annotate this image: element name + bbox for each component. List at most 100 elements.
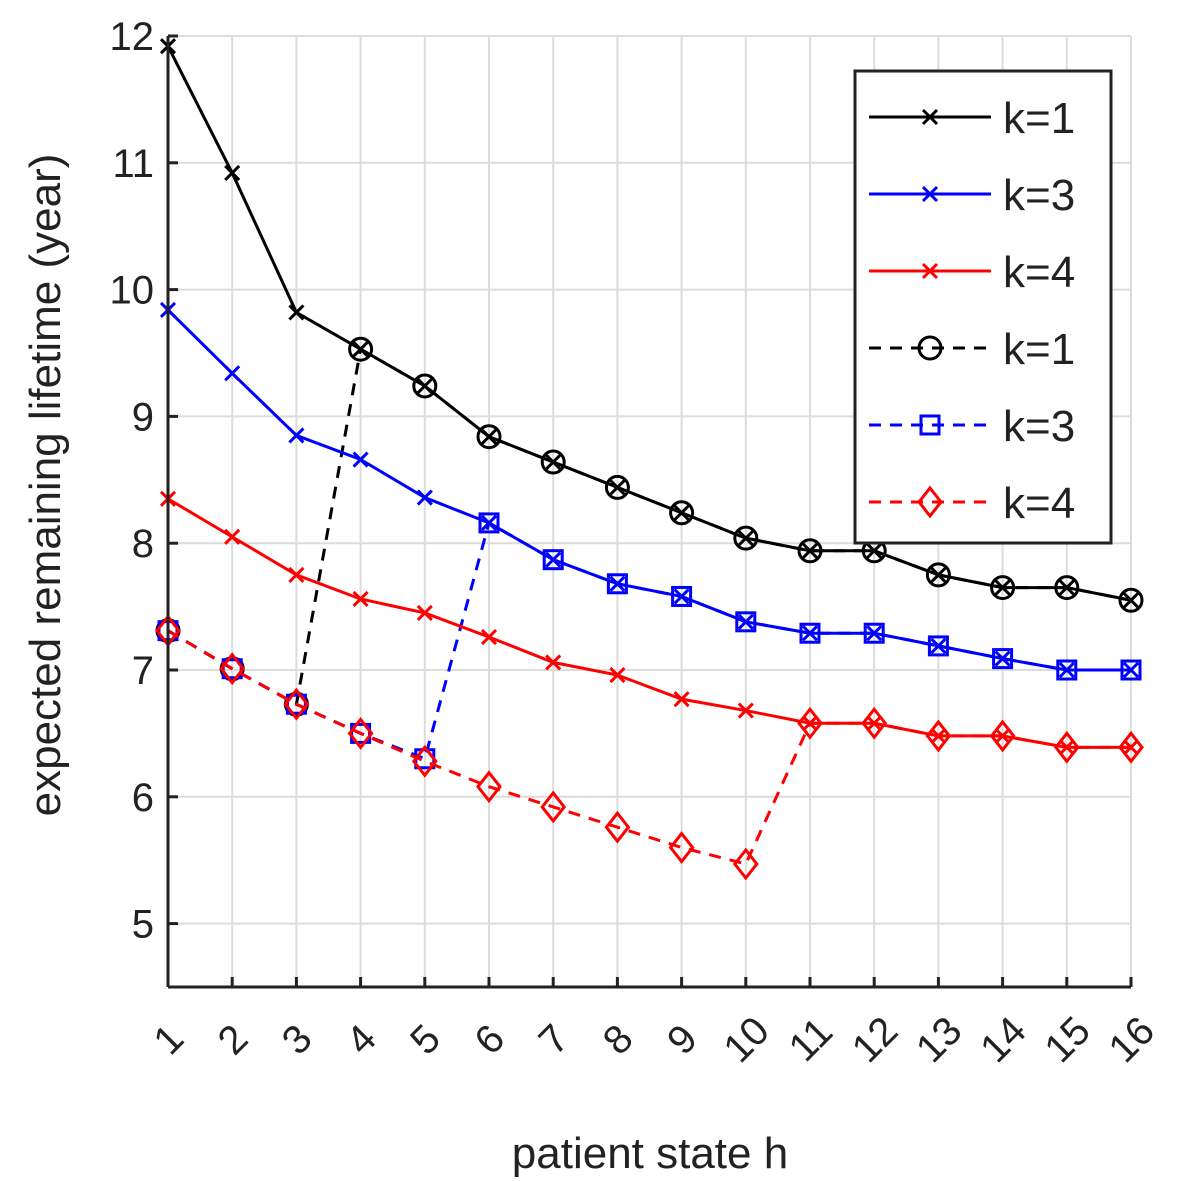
data-point	[1118, 587, 1144, 613]
x-tick-label: 13	[908, 1009, 971, 1072]
series-line	[166, 45, 1132, 602]
data-point	[1122, 592, 1140, 609]
data-point	[1058, 579, 1075, 596]
series-k4-solid	[159, 490, 1140, 756]
data-point	[219, 652, 246, 686]
data-point	[609, 479, 626, 496]
data-point	[348, 336, 374, 362]
data-point	[480, 428, 498, 445]
y-tick-label: 6	[132, 776, 154, 820]
legend-item: k=4	[869, 248, 1075, 297]
data-point	[224, 164, 241, 182]
data-point	[866, 542, 883, 559]
data-point	[669, 500, 695, 526]
data-point	[861, 706, 888, 740]
x-tick-label: 12	[844, 1009, 907, 1072]
data-point	[224, 365, 241, 382]
data-point	[732, 847, 759, 881]
data-point	[545, 453, 562, 471]
data-point	[476, 770, 502, 804]
data-point	[930, 727, 947, 744]
data-point	[480, 514, 498, 531]
data-point	[224, 528, 241, 545]
data-point	[411, 744, 438, 778]
data-point	[737, 530, 754, 547]
data-point	[994, 727, 1011, 744]
legend-item: k=3	[869, 171, 1075, 220]
y-tick-label: 12	[110, 15, 155, 59]
axes	[166, 34, 1133, 989]
data-point	[1122, 739, 1140, 756]
data-point	[1058, 661, 1075, 679]
data-point	[927, 635, 949, 657]
legend-item: k=1	[869, 94, 1075, 143]
data-point	[733, 525, 759, 551]
data-point	[542, 549, 564, 571]
data-point	[801, 625, 819, 642]
data-point	[478, 512, 500, 534]
x-tick-label: 14	[972, 1009, 1035, 1072]
legend-item: k=3	[869, 402, 1075, 451]
data-point	[347, 716, 374, 750]
x-tick-label: 15	[1036, 1009, 1099, 1072]
data-point	[476, 424, 502, 450]
y-axis-label: expected remaining lifetime (year)	[21, 154, 70, 817]
series-k3-solid	[159, 301, 1140, 679]
y-tick-label: 9	[132, 395, 154, 439]
data-point	[1058, 739, 1075, 756]
legend-marker	[921, 108, 939, 126]
x-axis-label: patient state h	[512, 1129, 788, 1178]
x-tick-label: 11	[781, 1010, 841, 1070]
data-point	[801, 542, 819, 559]
y-tick-label: 11	[112, 142, 154, 186]
data-point	[350, 722, 372, 744]
x-tick-label: 10	[715, 1009, 778, 1072]
x-tick-label: 4	[338, 1016, 385, 1063]
data-point	[673, 588, 690, 605]
data-point	[673, 504, 690, 521]
x-tick-label: 16	[1101, 1009, 1164, 1072]
data-point	[416, 604, 433, 622]
data-point	[352, 590, 369, 608]
data-point	[285, 693, 307, 715]
y-tick-label: 8	[132, 522, 154, 566]
data-point	[737, 702, 754, 719]
x-tick-label: 1	[145, 1016, 192, 1063]
legend-label: k=1	[1003, 94, 1075, 143]
data-point	[1053, 730, 1080, 764]
data-point	[288, 304, 305, 321]
data-point	[604, 810, 631, 844]
legend: k=1 k=3 k=4 k=1 k=3 k=4	[853, 69, 1113, 545]
data-point	[412, 373, 438, 399]
x-tick-label: 3	[274, 1016, 321, 1063]
data-point	[221, 658, 243, 680]
data-point	[1118, 730, 1144, 764]
data-point	[673, 691, 690, 708]
x-tick-label: 9	[659, 1016, 706, 1063]
data-point	[606, 573, 628, 595]
legend-item: k=1	[869, 325, 1075, 374]
data-point	[416, 489, 433, 506]
series-layer	[155, 38, 1144, 881]
data-point	[609, 575, 626, 592]
data-point	[992, 648, 1014, 670]
x-tick-label: 2	[210, 1016, 257, 1063]
data-point	[352, 451, 369, 468]
data-point	[737, 613, 754, 630]
data-point	[480, 628, 498, 646]
data-point	[283, 687, 310, 721]
data-point	[930, 566, 947, 583]
legend-label: k=3	[1003, 171, 1075, 220]
series-k1-solid	[159, 38, 1140, 609]
data-point	[416, 377, 433, 395]
legend-marker	[921, 262, 939, 280]
legend-label: k=4	[1003, 479, 1075, 528]
data-point	[540, 449, 566, 475]
legend-marker	[919, 414, 941, 436]
data-point	[735, 611, 757, 633]
legend-marker	[921, 185, 939, 203]
legend-marker	[917, 335, 943, 361]
x-tick-label: 6	[466, 1016, 513, 1063]
legend-label: k=1	[1003, 325, 1075, 374]
